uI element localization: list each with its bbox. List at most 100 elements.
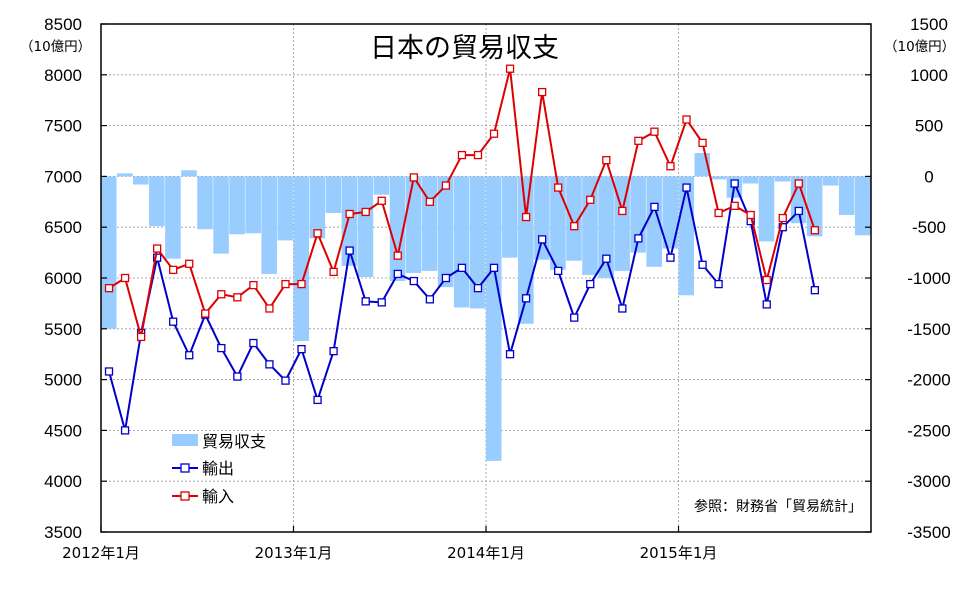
imports-point [634,136,643,145]
exports-point [297,344,306,354]
trade-balance-bar [421,176,438,271]
imports-point [120,273,130,283]
imports-point [441,181,451,190]
trade-balance-bar [534,176,550,260]
exports-point [489,263,499,272]
trade-balance-bar [133,176,149,185]
exports-point [233,372,242,381]
trade-balance-bar [550,176,566,270]
exports-point [762,300,771,309]
imports-point [537,87,547,97]
exports-point [377,298,386,307]
exports-point [537,235,547,244]
exports-point [666,253,675,262]
trade-balance-bar [598,176,614,278]
imports-point [409,173,418,182]
trade-balance-bar [774,176,791,182]
imports-point [217,290,226,299]
right-tick-label: 1000 [910,66,948,85]
imports-point [104,284,114,293]
exports-point [634,234,643,243]
left-tick-label: 7500 [44,117,82,136]
legend-swatch-trade-balance [172,434,198,446]
exports-point [570,313,579,322]
trade-balance-bar [662,176,678,249]
exports-point [714,279,723,289]
left-tick-label: 5000 [44,371,82,390]
imports-point [425,197,435,206]
imports-point [473,150,483,160]
x-tick-label: 2015年1月 [640,544,718,562]
trade-balance-bar [502,176,518,258]
exports-point [586,279,595,289]
trade-balance-bar [357,176,374,277]
exports-point [185,351,194,360]
trade-balance-bar [293,176,310,341]
imports-point [393,251,402,260]
right-tick-label: -3000 [907,472,950,491]
trade-balance-bar [678,176,695,296]
exports-point [698,260,707,269]
trade-balance-bar [854,176,871,236]
imports-point [618,206,627,216]
trade-balance-bar [101,176,117,329]
exports-point [217,343,226,353]
imports-point [570,222,579,231]
trade-balance-bar [261,176,277,274]
imports-point [361,207,370,217]
imports-point [794,179,803,188]
imports-point [281,279,290,289]
right-tick-label: -1500 [907,320,950,339]
imports-point [329,267,338,277]
legend-label-imports: 輸入 [202,487,234,506]
imports-point [377,196,386,205]
right-tick-label: 500 [915,117,943,136]
left-tick-label: 8500 [44,15,82,34]
trade-balance-bar [582,176,598,275]
exports-point [457,263,467,272]
x-tick-label: 2012年1月 [62,544,140,562]
imports-point [521,212,531,222]
imports-point [682,115,691,124]
exports-point [393,269,402,279]
exports-point [810,286,820,295]
right-tick-label: 0 [924,167,933,186]
imports-point [762,275,771,285]
x-tick-label: 2013年1月 [255,544,333,562]
left-tick-label: 4500 [44,421,82,440]
legend: 貿易収支 輸出 輸入 [172,432,266,506]
trade-balance-bar [453,176,470,308]
imports-point [169,265,178,275]
left-tick-label: 7000 [44,167,82,186]
exports-point [554,266,563,276]
exports-point [650,202,659,212]
exports-point [618,304,627,313]
imports-point [602,155,611,165]
trade-balance-bar [277,176,293,241]
imports-point [746,210,755,220]
x-tick-label: 2014年1月 [447,544,525,562]
exports-point [169,317,178,326]
imports-point [554,183,563,192]
imports-point [489,129,499,138]
trade-balance-bar [309,176,326,239]
exports-point [345,246,354,255]
imports-point [313,229,322,238]
trade-balance-bar [405,176,422,273]
left-tick-label: 6500 [44,218,82,237]
exports-point [602,254,611,263]
imports-point [233,293,242,302]
left-tick-label: 4000 [44,472,82,491]
imports-point [650,127,659,136]
exports-point [441,273,451,283]
exports-point [104,367,114,376]
imports-point [152,244,162,253]
right-tick-label: -1000 [907,269,950,288]
imports-point [265,304,274,313]
right-tick-label: 1500 [910,15,948,34]
legend-label-exports: 輸出 [202,459,234,478]
exports-point [425,295,435,304]
right-tick-label: -3500 [907,523,950,542]
exports-point [313,395,322,405]
